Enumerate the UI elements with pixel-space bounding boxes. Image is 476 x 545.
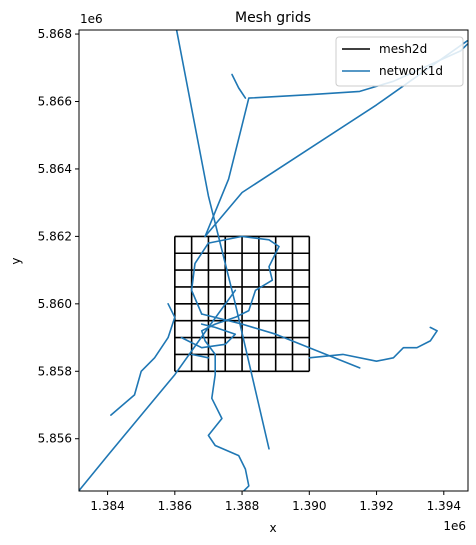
plot-frame: [78, 29, 469, 492]
y-tick-label-5: 5.866: [38, 94, 72, 108]
x-tick-label-0: 1.384: [90, 499, 124, 513]
network1d-branch-8: [180, 323, 237, 349]
legend: mesh2d network1d: [335, 36, 464, 87]
legend-label-network1d: network1d: [379, 64, 443, 78]
x-axis-offset-text: 1e6: [443, 519, 466, 533]
network1d-branch-5: [200, 313, 361, 369]
y-axis-label: y: [9, 257, 23, 264]
x-axis-label: x: [269, 521, 276, 535]
network1d-branch-7: [200, 235, 280, 491]
y-tick-label-2: 5.860: [38, 297, 72, 311]
y-tick-label-6: 5.868: [38, 27, 72, 41]
network1d-branch-1: [175, 30, 270, 450]
x-tick-label-2: 1.388: [225, 499, 259, 513]
network1d-branch-4: [231, 73, 247, 99]
x-tick-label-5: 1.394: [427, 499, 461, 513]
y-axis-ticks: 5.856 5.858 5.860 5.862 5.864 5.866 5.868: [38, 27, 79, 446]
legend-label-mesh2d: mesh2d: [379, 42, 427, 56]
mesh2d-grid: [174, 235, 311, 373]
x-tick-label-4: 1.392: [359, 499, 393, 513]
network1d-branch-6: [308, 326, 438, 363]
network1d-branch-9: [190, 242, 210, 315]
network1d-branch-11: [190, 353, 210, 359]
y-axis-offset-text: 1e6: [80, 12, 103, 26]
chart-title: Mesh grids: [235, 10, 311, 26]
x-axis-ticks: 1.384 1.386 1.388 1.390 1.392 1.394: [90, 491, 461, 513]
network1d-branch-0: [79, 289, 237, 491]
y-tick-label-4: 5.864: [38, 162, 72, 176]
plot-area: [79, 30, 468, 491]
network1d-branch-10: [110, 302, 176, 416]
x-tick-label-3: 1.390: [292, 499, 326, 513]
y-tick-label-3: 5.862: [38, 229, 72, 243]
x-tick-label-1: 1.386: [158, 499, 192, 513]
y-tick-label-0: 5.856: [38, 432, 72, 446]
y-tick-label-1: 5.858: [38, 364, 72, 378]
